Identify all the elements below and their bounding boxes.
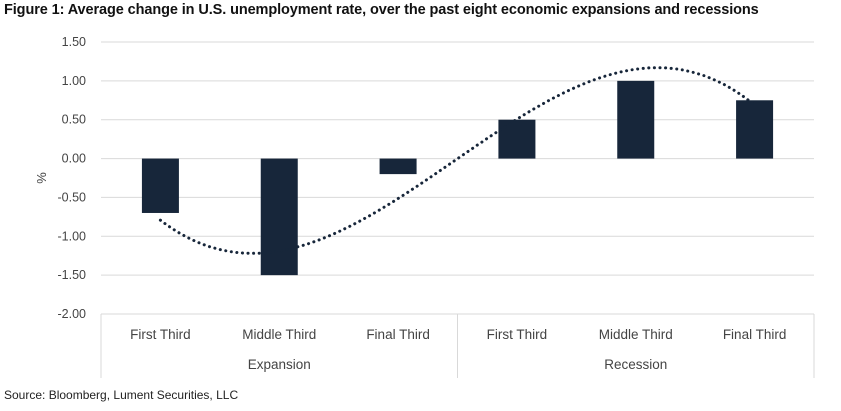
category-label: Final Third	[366, 327, 430, 342]
y-axis-title: %	[34, 172, 49, 184]
y-tick-label: 0.50	[62, 113, 86, 127]
bar	[141, 158, 179, 213]
y-tick-label: 0.00	[62, 152, 86, 166]
dotted-trendline	[158, 66, 757, 255]
y-tick-label: -1.00	[58, 229, 87, 243]
bar	[379, 158, 417, 175]
gridlines	[101, 41, 814, 315]
bar	[736, 100, 774, 159]
category-label: Final Third	[723, 327, 787, 342]
bar	[617, 80, 655, 159]
bar	[498, 119, 536, 159]
bars	[141, 80, 774, 276]
y-tick-label: -2.00	[58, 307, 87, 321]
y-axis-ticks: 1.50 1.00 0.50 0.00 -0.50 -1.00 -1.50 -2.00	[58, 35, 87, 321]
category-label: Middle Third	[242, 327, 316, 342]
group-label: Recession	[604, 357, 667, 372]
source-note: Source: Bloomberg, Lument Securities, LL…	[4, 388, 239, 402]
y-tick-label: -1.50	[58, 268, 87, 282]
y-tick-label: 1.50	[62, 35, 86, 49]
bar	[260, 158, 298, 276]
figure-title: Figure 1: Average change in U.S. unemplo…	[4, 2, 759, 18]
group-label: Expansion	[248, 357, 311, 372]
y-tick-label: 1.00	[62, 74, 86, 88]
category-label: Middle Third	[599, 327, 673, 342]
category-label: First Third	[487, 327, 548, 342]
category-axis: Expansion Recession First Third Middle Thir…	[100, 314, 815, 378]
category-label: First Third	[130, 327, 191, 342]
y-tick-label: -0.50	[58, 190, 87, 204]
